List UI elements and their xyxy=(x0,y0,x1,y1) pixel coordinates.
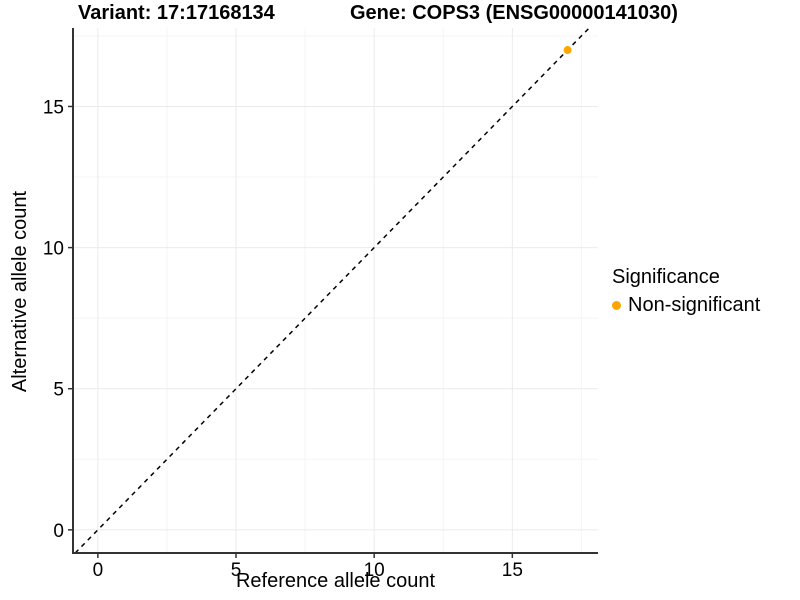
x-tick-label: 0 xyxy=(93,560,104,581)
x-axis-title: Reference allele count xyxy=(235,570,435,592)
axis-ticks xyxy=(68,105,514,558)
x-tick-label: 5 xyxy=(231,560,242,581)
y-tick-label: 5 xyxy=(53,380,64,401)
data-points xyxy=(563,46,572,55)
y-tick-label: 15 xyxy=(43,97,64,118)
x-tick-label: 10 xyxy=(364,560,385,581)
y-axis-title: Alternative allele count xyxy=(9,190,31,393)
identity-reference-line xyxy=(74,27,590,554)
y-tick-label: 0 xyxy=(53,521,64,542)
data-point xyxy=(563,46,572,55)
legend-item-label: Non-significant xyxy=(628,294,761,316)
x-tick-label: 15 xyxy=(502,560,523,581)
legend-title: Significance xyxy=(612,266,720,288)
non-significant-dot-icon xyxy=(612,301,621,310)
axis-lines xyxy=(72,28,598,554)
gene-title: Gene: COPS3 (ENSG00000141030) xyxy=(350,2,678,24)
grid-major xyxy=(73,28,598,553)
variant-title: Variant: 17:17168134 xyxy=(78,2,275,24)
tick-labels: 0 5 10 15 0 5 10 15 xyxy=(43,97,523,581)
y-tick-label: 10 xyxy=(43,239,64,260)
legend: Significance Non-significant xyxy=(612,266,797,317)
grid-minor xyxy=(73,28,598,553)
legend-item-non-significant: Non-significant xyxy=(612,294,797,317)
